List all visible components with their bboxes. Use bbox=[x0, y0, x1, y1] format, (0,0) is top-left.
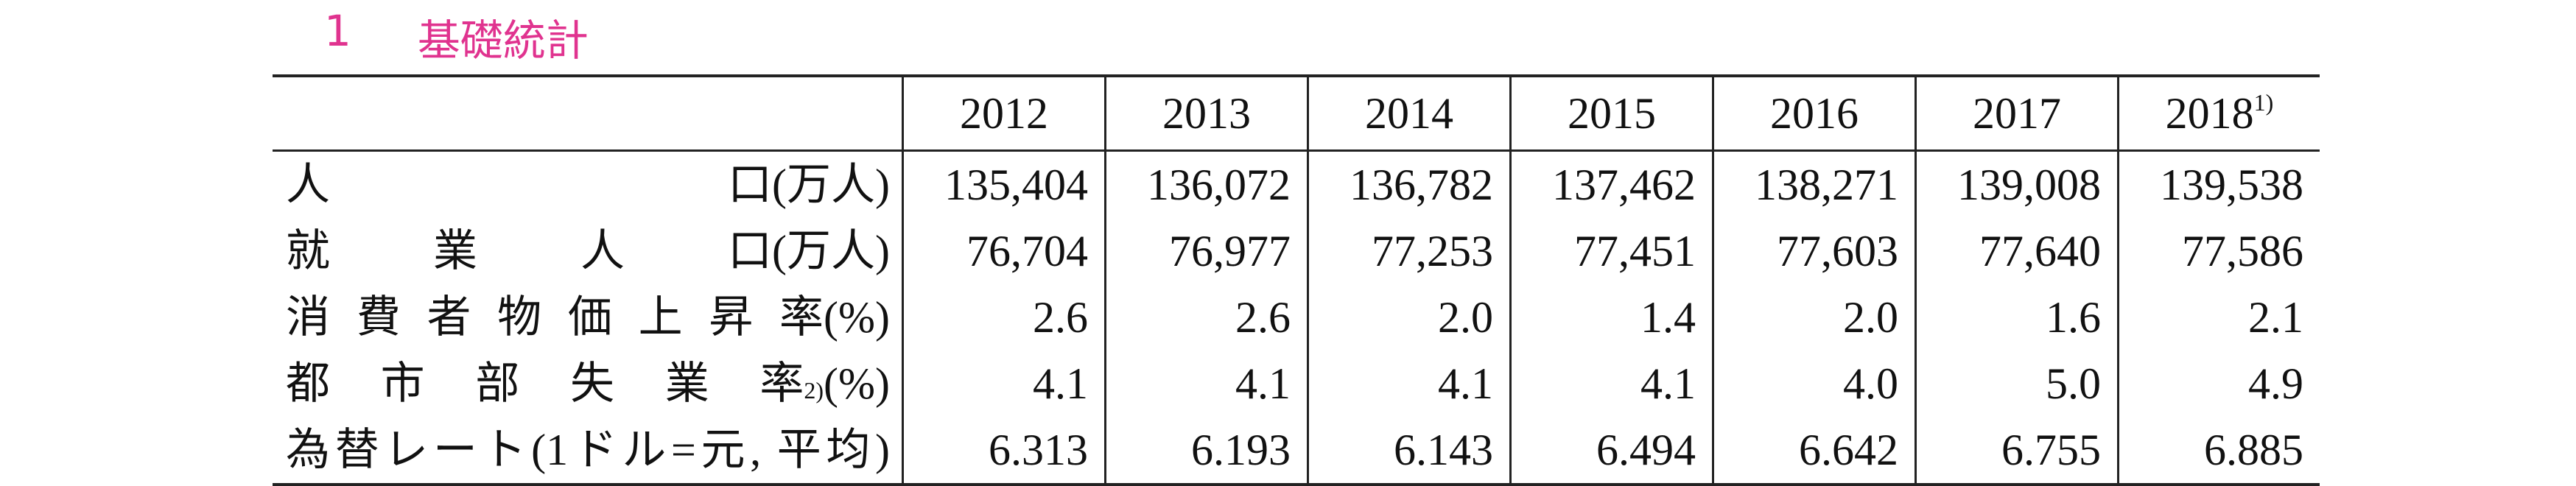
cell-value: 77,586 bbox=[2117, 218, 2320, 284]
label-wrap: 人口 (万人) bbox=[286, 163, 890, 207]
section-title: 1 基礎統計 bbox=[324, 6, 589, 68]
cell-value: 137,462 bbox=[1509, 150, 1713, 218]
cell-value: 4.1 bbox=[1509, 351, 1713, 417]
cell-value: 139,008 bbox=[1915, 150, 2119, 218]
label-wrap: 為替レート(1ドル=元, 平均) bbox=[286, 428, 890, 472]
cell-value: 76,704 bbox=[902, 218, 1106, 284]
label-unit: (万人) bbox=[772, 227, 890, 275]
section-number: 1 bbox=[324, 6, 351, 56]
year-header: 20181) bbox=[2117, 74, 2320, 152]
year-header: 2016 bbox=[1712, 74, 1916, 152]
cell-value: 2.1 bbox=[2117, 284, 2320, 351]
label-unit: (%) bbox=[824, 359, 890, 408]
cell-value: 136,782 bbox=[1307, 150, 1511, 218]
statistics-table: 2012 2013 2014 2015 2016 2017 20181) 人口 (万人) 135,… bbox=[273, 74, 2320, 486]
cell-value: 77,253 bbox=[1307, 218, 1511, 284]
cell-value: 6.642 bbox=[1712, 417, 1916, 486]
row-label: 消費者物価上昇率 (%) bbox=[273, 284, 903, 351]
data-row: 為替レート(1ドル=元, 平均) 6.313 6.193 6.143 6.494 6.64… bbox=[273, 417, 2320, 486]
year-label: 2012 bbox=[960, 89, 1048, 138]
year-header: 2014 bbox=[1307, 74, 1511, 152]
year-label: 2017 bbox=[1973, 89, 2061, 138]
cell-value: 77,451 bbox=[1509, 218, 1713, 284]
cell-value: 4.1 bbox=[902, 351, 1106, 417]
cell-value: 136,072 bbox=[1104, 150, 1308, 218]
data-row: 都市部失業率 2) (%) 4.1 4.1 4.1 4.1 4.0 5.0 4.9 bbox=[273, 351, 2320, 417]
cell-value: 1.6 bbox=[1915, 284, 2119, 351]
cell-value: 6.885 bbox=[2117, 417, 2320, 486]
cell-value: 77,640 bbox=[1915, 218, 2119, 284]
label-text: 消費者物価上昇率 bbox=[286, 293, 824, 342]
year-header: 2012 bbox=[902, 74, 1106, 152]
year-header: 2015 bbox=[1509, 74, 1713, 152]
cell-value: 1.4 bbox=[1509, 284, 1713, 351]
header-blank bbox=[273, 74, 903, 152]
cell-value: 4.0 bbox=[1712, 351, 1916, 417]
data-row: 消費者物価上昇率 (%) 2.6 2.6 2.0 1.4 2.0 1.6 2.1 bbox=[273, 284, 2320, 351]
label-unit: (%) bbox=[824, 293, 890, 342]
cell-value: 2.0 bbox=[1307, 284, 1511, 351]
row-label: 為替レート(1ドル=元, 平均) bbox=[273, 417, 903, 486]
label-text: 就業人口 bbox=[286, 227, 773, 275]
data-row: 就業人口 (万人) 76,704 76,977 77,253 77,451 77,603 77… bbox=[273, 218, 2320, 284]
cell-value: 2.0 bbox=[1712, 284, 1916, 351]
cell-value: 6.143 bbox=[1307, 417, 1511, 486]
label-text: 人口 bbox=[286, 161, 773, 209]
row-label: 就業人口 (万人) bbox=[273, 218, 903, 284]
cell-value: 2.6 bbox=[1104, 284, 1308, 351]
cell-value: 135,404 bbox=[902, 150, 1106, 218]
year-label: 2014 bbox=[1365, 89, 1453, 138]
year-label: 2018 bbox=[2165, 89, 2254, 138]
label-text: 為替レート(1ドル=元, 平均) bbox=[286, 426, 890, 474]
data-row: 人口 (万人) 135,404 136,072 136,782 137,462 138,27… bbox=[273, 150, 2320, 219]
cell-value: 4.1 bbox=[1307, 351, 1511, 417]
year-header: 2013 bbox=[1104, 74, 1308, 152]
cell-value: 6.193 bbox=[1104, 417, 1308, 486]
cell-value: 6.755 bbox=[1915, 417, 2119, 486]
cell-value: 6.494 bbox=[1509, 417, 1713, 486]
cell-value: 6.313 bbox=[902, 417, 1106, 486]
label-wrap: 就業人口 (万人) bbox=[286, 229, 890, 273]
label-wrap: 都市部失業率 2) (%) bbox=[286, 359, 890, 408]
year-header: 2017 bbox=[1915, 74, 2119, 152]
cell-value: 4.9 bbox=[2117, 351, 2320, 417]
year-label: 2013 bbox=[1162, 89, 1251, 138]
header-row: 2012 2013 2014 2015 2016 2017 20181) bbox=[273, 74, 2320, 152]
row-label: 人口 (万人) bbox=[273, 151, 903, 219]
label-unit: (万人) bbox=[772, 161, 890, 209]
cell-value: 77,603 bbox=[1712, 218, 1916, 284]
section-text: 基礎統計 bbox=[417, 15, 589, 66]
cell-value: 4.1 bbox=[1104, 351, 1308, 417]
cell-value: 2.6 bbox=[902, 284, 1106, 351]
year-label: 2015 bbox=[1568, 89, 1656, 138]
year-label: 2016 bbox=[1770, 89, 1859, 138]
cell-value: 138,271 bbox=[1712, 150, 1916, 218]
label-text: 都市部失業率 bbox=[286, 359, 804, 408]
label-wrap: 消費者物価上昇率 (%) bbox=[286, 295, 890, 339]
footnote-mark: 1) bbox=[2253, 89, 2274, 116]
cell-value: 139,538 bbox=[2117, 150, 2320, 218]
cell-value: 76,977 bbox=[1104, 218, 1308, 284]
cell-value: 5.0 bbox=[1915, 351, 2119, 417]
row-label: 都市部失業率 2) (%) bbox=[273, 351, 903, 417]
